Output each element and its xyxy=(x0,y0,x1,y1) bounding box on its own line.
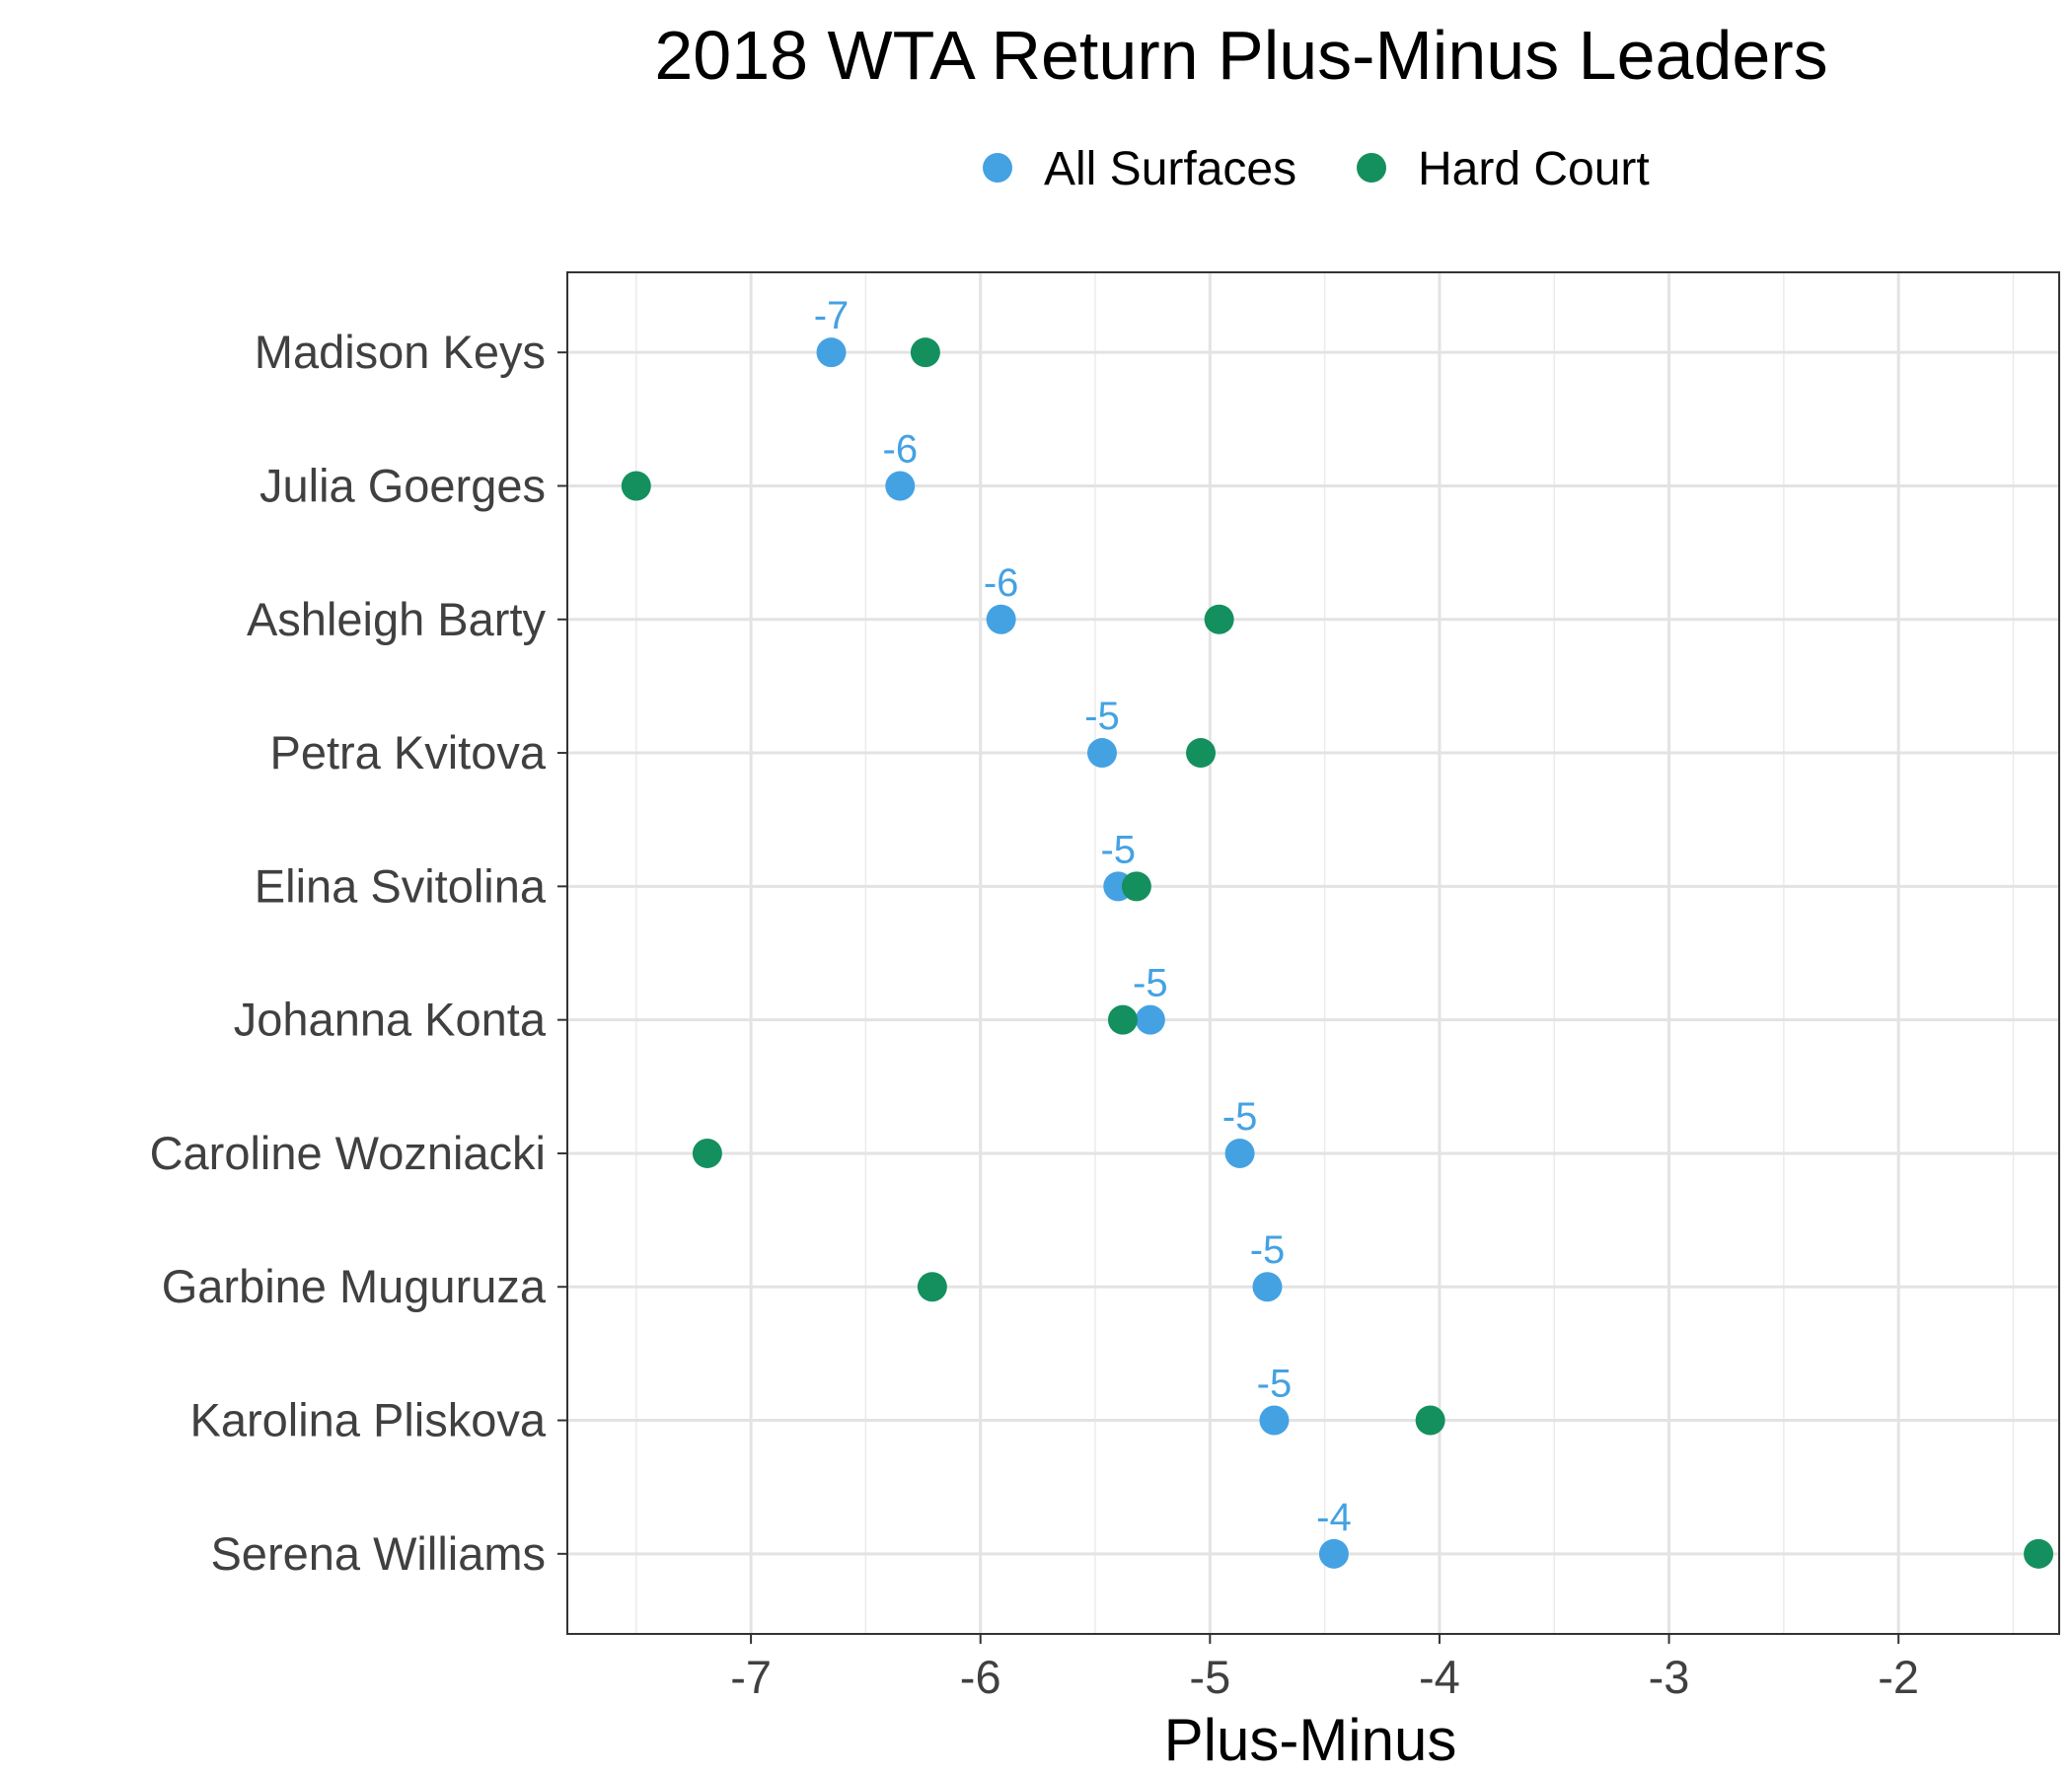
data-label-petra-kvitova: -5 xyxy=(1084,695,1120,738)
y-tick-label-johanna-konta: Johanna Konta xyxy=(234,994,547,1046)
y-tick-label-petra-kvitova: Petra Kvitova xyxy=(269,726,546,778)
y-tick-label-caroline-wozniacki: Caroline Wozniacki xyxy=(150,1127,546,1179)
point-hard-court-julia-goerges xyxy=(621,471,651,501)
point-all-surfaces-caroline-wozniacki xyxy=(1224,1138,1255,1168)
x-tick-label: -7 xyxy=(730,1651,772,1703)
grid-minor-lines xyxy=(635,272,2015,1634)
x-tick-label: -5 xyxy=(1189,1651,1230,1703)
x-axis: -7 -6 -5 -4 -3 -2 xyxy=(730,1634,1919,1703)
y-tick-label-karolina-pliskova: Karolina Pliskova xyxy=(189,1394,546,1446)
point-hard-court-johanna-konta xyxy=(1107,1004,1138,1035)
point-hard-court-karolina-pliskova xyxy=(1415,1405,1445,1436)
point-all-surfaces-petra-kvitova xyxy=(1086,738,1117,769)
point-all-surfaces-serena-williams xyxy=(1318,1538,1349,1569)
data-label-julia-goerges: -6 xyxy=(883,427,919,471)
data-label-serena-williams: -4 xyxy=(1316,1496,1352,1539)
legend-marker-hard-court xyxy=(1357,153,1386,183)
point-all-surfaces-garbine-muguruza xyxy=(1252,1272,1283,1302)
point-hard-court-caroline-wozniacki xyxy=(692,1138,722,1168)
legend: All Surfaces Hard Court xyxy=(983,143,1650,195)
point-all-surfaces-madison-keys xyxy=(816,337,847,368)
y-tick-label-serena-williams: Serena Williams xyxy=(210,1527,546,1580)
x-tick-label: -3 xyxy=(1649,1651,1690,1703)
chart-title: 2018 WTA Return Plus-Minus Leaders xyxy=(654,17,1827,94)
y-tick-label-ashleigh-barty: Ashleigh Barty xyxy=(247,593,547,645)
data-label-garbine-muguruza: -5 xyxy=(1250,1228,1286,1272)
x-tick-label: -4 xyxy=(1419,1651,1460,1703)
point-hard-court-ashleigh-barty xyxy=(1204,604,1234,634)
grid-major-lines xyxy=(567,272,2059,1634)
legend-label-all-surfaces: All Surfaces xyxy=(1044,143,1296,195)
plot-panel-border xyxy=(566,271,2060,1635)
point-hard-court-garbine-muguruza xyxy=(917,1272,947,1302)
x-tick-label: -6 xyxy=(960,1651,1001,1703)
data-label-karolina-pliskova: -5 xyxy=(1257,1363,1293,1406)
data-label-caroline-wozniacki: -5 xyxy=(1222,1095,1258,1139)
y-tick-label-julia-goerges: Julia Goerges xyxy=(259,459,546,511)
point-all-surfaces-ashleigh-barty xyxy=(986,604,1016,634)
point-all-surfaces-johanna-konta xyxy=(1135,1004,1165,1035)
point-all-surfaces-julia-goerges xyxy=(885,471,916,501)
y-tick-label-madison-keys: Madison Keys xyxy=(255,326,546,378)
point-all-surfaces-karolina-pliskova xyxy=(1259,1405,1290,1436)
y-tick-label-garbine-muguruza: Garbine Muguruza xyxy=(162,1260,547,1312)
point-hard-court-madison-keys xyxy=(910,337,940,368)
y-axis: Madison Keys Julia Goerges Ashleigh Barty P… xyxy=(150,326,567,1580)
legend-marker-all-surfaces xyxy=(983,153,1012,183)
point-hard-court-elina-svitolina xyxy=(1121,871,1151,902)
x-axis-title: Plus-Minus xyxy=(1164,1707,1457,1773)
data-label-johanna-konta: -5 xyxy=(1133,962,1168,1005)
data-label-madison-keys: -7 xyxy=(814,294,850,337)
data-labels: -7 -6 -6 -5 -5 -5 -5 -5 -5 -4 xyxy=(814,294,1352,1539)
data-points xyxy=(621,337,2054,1569)
legend-label-hard-court: Hard Court xyxy=(1418,143,1650,195)
y-tick-label-elina-svitolina: Elina Svitolina xyxy=(255,859,547,912)
data-label-ashleigh-barty: -6 xyxy=(984,561,1019,605)
point-hard-court-serena-williams xyxy=(2024,1538,2054,1569)
x-tick-label: -2 xyxy=(1878,1651,1919,1703)
point-hard-court-petra-kvitova xyxy=(1186,738,1217,769)
data-label-elina-svitolina: -5 xyxy=(1100,828,1136,871)
